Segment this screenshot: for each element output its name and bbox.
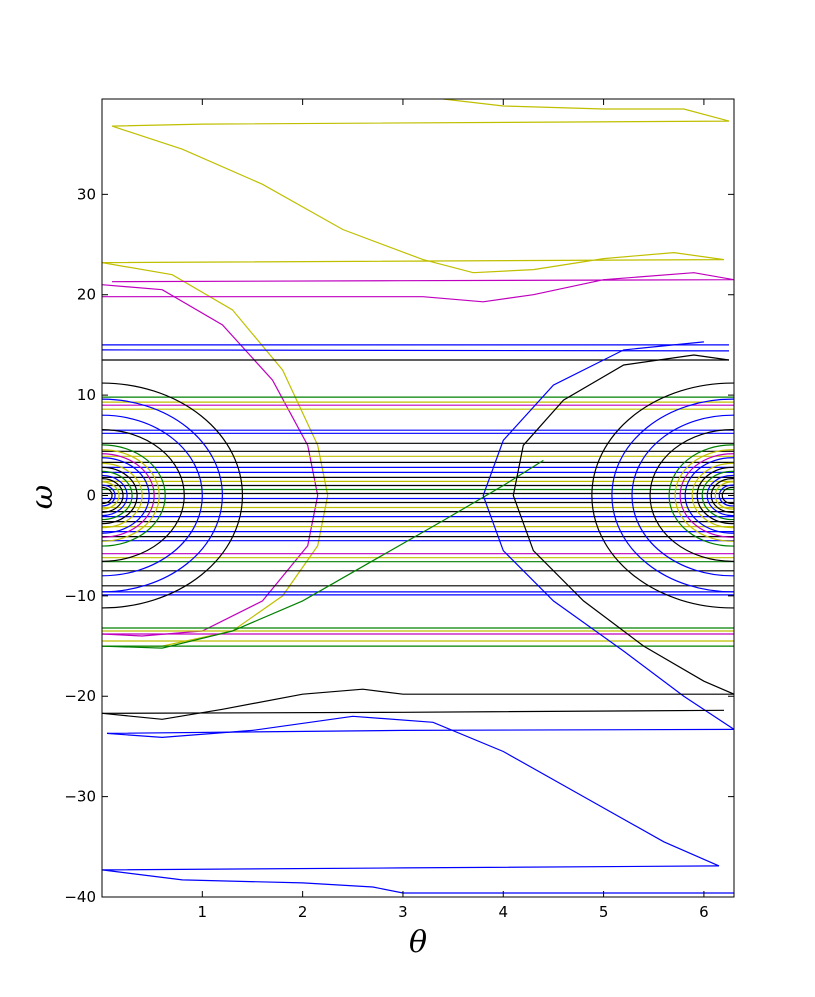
series-line-49 — [102, 688, 734, 720]
x-tick-label: 3 — [398, 903, 408, 921]
x-axis-label: θ — [409, 925, 427, 960]
y-tick-label: −10 — [64, 587, 96, 605]
y-tick-label: 30 — [77, 185, 96, 203]
y-axis-label: ω — [25, 485, 60, 509]
orbit-ring-1-right — [718, 484, 734, 507]
x-tick-label: 6 — [699, 903, 709, 921]
series-line-47 — [482, 341, 734, 730]
y-tick-label: −30 — [64, 788, 96, 806]
series-line-3 — [102, 284, 319, 637]
orbit-ring-4-right — [706, 474, 734, 517]
x-tick-label: 5 — [599, 903, 609, 921]
orbit-ring-3-left — [102, 478, 124, 513]
orbit-ring-14-left — [102, 398, 223, 593]
y-tick-label: −40 — [64, 888, 96, 906]
series-line-1 — [102, 262, 329, 647]
plot-area — [102, 99, 734, 894]
orbit-ring-11-right — [668, 444, 734, 547]
plot-frame — [101, 98, 735, 898]
orbit-ring-2-right — [714, 481, 734, 510]
orbit-ring-15-right — [591, 382, 734, 609]
orbit-ring-0-left — [102, 486, 113, 505]
orbit-ring-12-left — [102, 429, 185, 562]
x-tick-label: 1 — [198, 903, 208, 921]
orbit-ring-5-left — [102, 470, 133, 521]
series-line-2 — [102, 272, 734, 303]
series-line-48 — [512, 354, 734, 695]
series-line-52 — [102, 715, 734, 894]
y-tick-label: 20 — [77, 286, 96, 304]
series-line-0 — [102, 99, 730, 274]
orbit-ring-10-left — [102, 449, 160, 542]
orbit-ring-13-left — [102, 414, 203, 577]
orbit-ring-6-right — [696, 466, 734, 525]
orbit-ring-9-right — [679, 453, 734, 538]
orbit-ring-8-right — [684, 457, 734, 534]
axis-ticks: 1 2 3 4 5 6 −40 −30 −20 −10 0 10 20 30 — [64, 99, 734, 921]
orbit-ring-0-right — [721, 486, 734, 505]
series-line-51 — [106, 728, 734, 734]
x-tick-label: 2 — [298, 903, 308, 921]
orbit-ring-5-right — [701, 470, 734, 521]
orbit-ring-14-right — [611, 398, 734, 593]
orbit-ring-2-left — [102, 481, 120, 510]
orbit-ring-7-left — [102, 462, 143, 529]
series-line-5 — [102, 349, 730, 352]
orbit-ring-13-right — [631, 414, 734, 577]
orbit-ring-7-right — [691, 462, 734, 529]
orbit-ring-12-right — [649, 429, 734, 562]
orbit-ring-3-right — [710, 478, 734, 513]
y-tick-label: −20 — [64, 687, 96, 705]
y-tick-label: 10 — [77, 386, 96, 404]
orbit-ring-11-left — [102, 444, 166, 547]
orbit-ring-9-left — [102, 453, 155, 538]
series-line-46 — [102, 459, 544, 649]
orbit-ring-8-left — [102, 457, 150, 534]
series-line-50 — [102, 709, 725, 714]
orbit-ring-6-left — [102, 466, 138, 525]
y-tick-label: 0 — [86, 486, 96, 504]
orbit-ring-10-right — [674, 449, 734, 542]
orbit-ring-15-left — [102, 382, 244, 609]
x-tick-label: 4 — [498, 903, 508, 921]
